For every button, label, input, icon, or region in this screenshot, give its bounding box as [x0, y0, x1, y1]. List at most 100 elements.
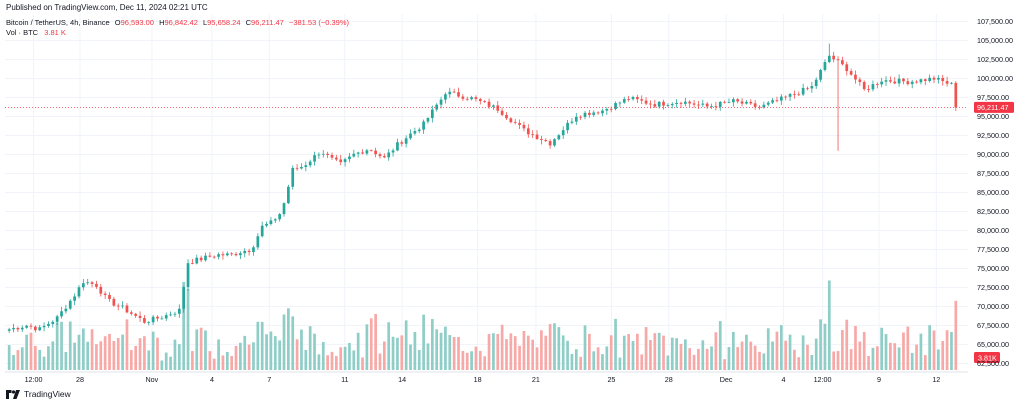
candle — [827, 43, 831, 64]
volume-bar — [731, 331, 735, 370]
candle-body — [134, 313, 138, 316]
open-label: O — [114, 18, 121, 27]
price-tick-label: 67,500.00 — [977, 321, 1009, 330]
volume-bar — [574, 349, 578, 370]
candle-body — [426, 118, 430, 122]
candle-body — [252, 247, 255, 253]
candle — [509, 117, 513, 124]
candle-body — [849, 71, 853, 75]
candle-body — [801, 87, 805, 95]
volume-bar — [387, 322, 391, 370]
candle-body — [718, 101, 722, 107]
candle-body — [47, 324, 50, 326]
candle — [526, 124, 530, 138]
volume-bar — [34, 345, 37, 370]
candle — [282, 202, 286, 217]
volume-value: 3.81 K — [44, 28, 66, 37]
candle — [893, 77, 897, 85]
tradingview-brand[interactable]: TradingView — [6, 389, 71, 399]
volume-bar — [330, 351, 334, 370]
candle-body — [522, 124, 526, 129]
candle-body — [177, 308, 181, 314]
candle — [391, 148, 395, 157]
time-tick-label: Nov — [145, 375, 158, 384]
candle-body — [199, 257, 203, 261]
candle-body — [273, 219, 277, 221]
candle — [7, 327, 11, 333]
volume-bar — [182, 281, 186, 370]
candle — [954, 81, 958, 111]
candle — [710, 103, 713, 109]
volume-bar — [151, 331, 155, 370]
volume-bar — [640, 354, 644, 370]
volume-bar — [670, 337, 674, 370]
candle — [701, 99, 705, 108]
candle — [108, 292, 111, 302]
volume-bar — [884, 334, 888, 370]
candle — [426, 117, 430, 124]
volume-bar — [73, 342, 76, 370]
candle — [112, 296, 116, 307]
candle — [819, 68, 822, 83]
volume-bar — [426, 343, 430, 370]
volume-bar — [348, 342, 351, 370]
candle-body — [42, 325, 46, 328]
candle — [387, 149, 391, 161]
candle — [570, 118, 574, 125]
volume-bar — [38, 349, 42, 370]
volume-bar — [134, 345, 138, 370]
candle-body — [745, 101, 748, 104]
price-tick-label: 97,500.00 — [977, 93, 1009, 102]
volume-bar — [531, 339, 535, 370]
volume-bar — [378, 353, 382, 370]
candle-body — [806, 87, 809, 89]
candle-body — [902, 78, 905, 82]
volume-bar — [561, 335, 565, 370]
candle-body — [793, 94, 796, 95]
candle — [522, 121, 526, 132]
candle — [845, 61, 849, 76]
candle — [487, 98, 491, 109]
candle — [915, 80, 918, 84]
price-tick-label: 85,000.00 — [977, 188, 1009, 197]
published-caption: Published on TradingView.com, Dec 11, 20… — [6, 3, 208, 12]
candle-body — [335, 157, 338, 160]
candle-body — [548, 141, 552, 146]
volume-bar — [675, 338, 678, 370]
volume-bar — [317, 354, 321, 370]
candle-body — [417, 129, 421, 132]
volume-bar — [653, 333, 657, 370]
candle-body — [435, 104, 439, 110]
candle-body — [182, 287, 186, 309]
candle — [779, 94, 783, 106]
candle-body — [574, 116, 578, 122]
time-tick-label: Dec — [720, 375, 733, 384]
candle — [147, 320, 151, 326]
candle — [121, 301, 124, 309]
candle-body — [55, 316, 59, 322]
candle — [640, 95, 644, 105]
volume-bar — [553, 323, 556, 370]
volume-bar — [557, 327, 561, 370]
volume-bar — [313, 333, 316, 370]
candle-body — [858, 79, 862, 83]
candle — [95, 280, 98, 289]
volume-bar — [204, 330, 207, 370]
candle — [653, 99, 657, 109]
volume-bar — [435, 329, 439, 370]
candle — [814, 77, 818, 89]
candle-body — [518, 122, 521, 125]
volume-bar — [871, 347, 875, 370]
candle-body — [103, 293, 107, 295]
candle — [548, 139, 552, 149]
chart-grid — [5, 14, 968, 373]
volume-bar — [478, 350, 482, 370]
candle — [116, 303, 120, 311]
volume-bar — [308, 326, 312, 370]
candle-body — [461, 96, 465, 99]
candle-body — [208, 255, 212, 257]
candle-body — [788, 94, 792, 97]
candle-body — [81, 283, 85, 288]
candle — [151, 315, 155, 325]
